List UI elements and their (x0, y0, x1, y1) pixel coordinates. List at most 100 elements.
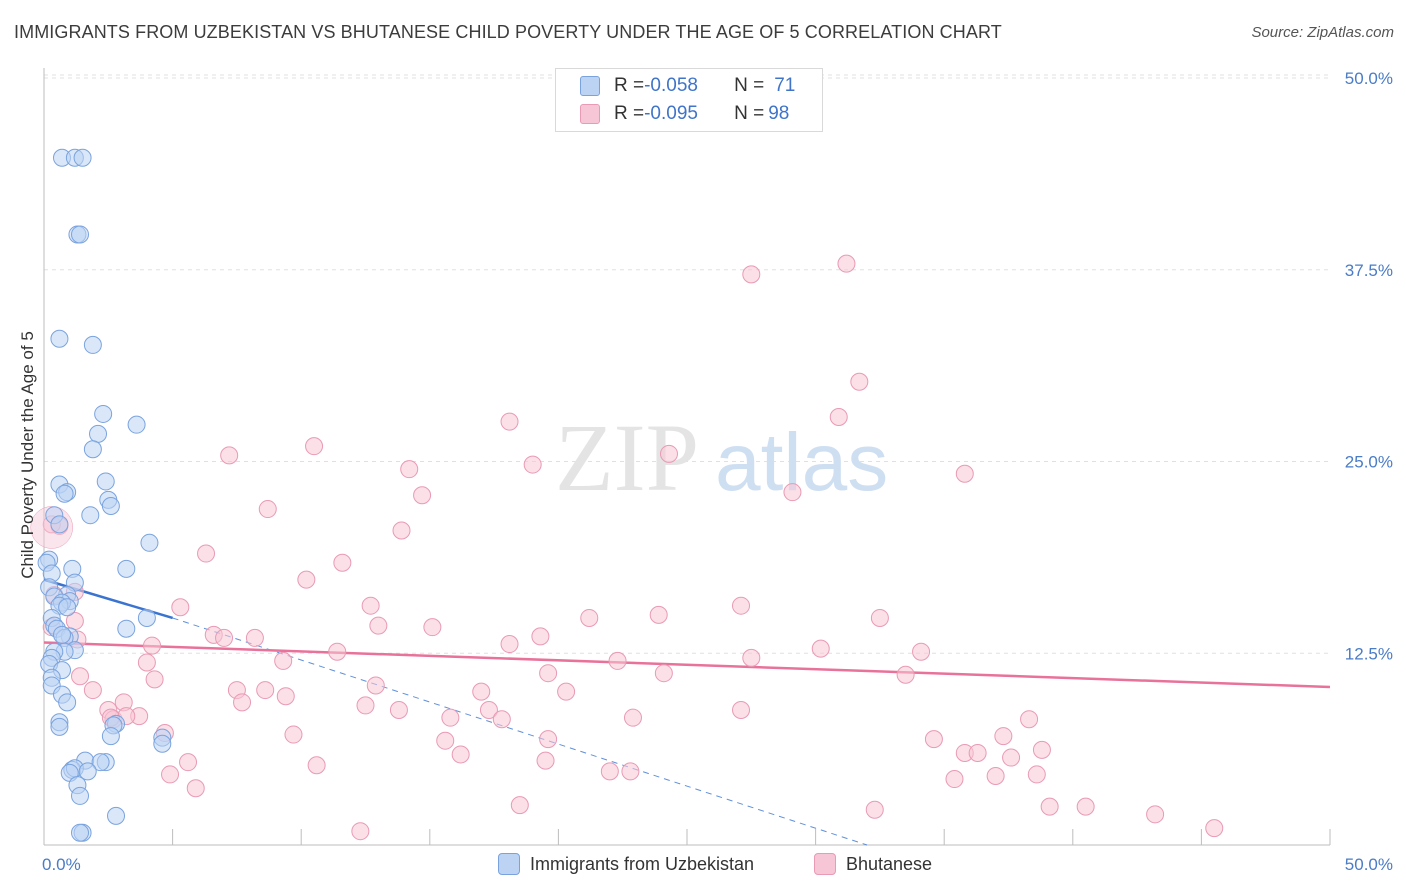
bhutanese-point (531, 627, 550, 646)
bhutanese-point (145, 670, 164, 689)
legend-swatch-blue (580, 76, 600, 96)
bhutanese-point (870, 608, 889, 627)
bhutanese-point (557, 682, 576, 701)
bhutanese-point (783, 483, 802, 502)
bhutanese-point (276, 687, 295, 706)
bhutanese-point (171, 598, 190, 617)
y-axis-label: Child Poverty Under the Age of 5 (18, 331, 37, 579)
y-tick-label: 37.5% (1345, 261, 1393, 280)
uzbekistan-point (117, 559, 136, 578)
bhutanese-point (71, 667, 90, 686)
trend-lines (43, 578, 1331, 846)
uzbekistan-point (58, 598, 77, 617)
uzbekistan-point (101, 496, 120, 515)
bhutanese-point (356, 696, 375, 715)
uzbekistan-point (50, 515, 69, 534)
legend: R = -0.058 N = 71 R = -0.095 N = 98 (555, 68, 823, 132)
uzbekistan-point (78, 762, 97, 781)
bhutanese-point (986, 766, 1005, 785)
uzbekistan-point (71, 786, 90, 805)
uzbekistan-point (50, 717, 69, 736)
bhutanese-point (1205, 819, 1224, 838)
uzbekistan-point (83, 440, 102, 459)
bhutanese-point (945, 770, 964, 789)
bhutanese-point (912, 642, 931, 661)
legend-row-bhutanese: R = -0.095 N = 98 (580, 102, 789, 126)
watermark: ZIP atlas (555, 404, 888, 511)
bhutanese-point (865, 800, 884, 819)
bhutanese-point (1032, 740, 1051, 759)
bhutanese-point (829, 408, 848, 427)
bhutanese-point (197, 544, 216, 563)
bhutanese-point (451, 745, 470, 764)
bhutanese-point (284, 725, 303, 744)
bhutanese-point (143, 636, 162, 655)
bhutanese-point (539, 730, 558, 749)
bhutanese-point (837, 254, 856, 273)
bhutanese-point (510, 796, 529, 815)
uzbekistan-point (53, 625, 72, 644)
bhutanese-point (623, 708, 642, 727)
bhutanese-point (968, 743, 987, 762)
bhutanese-point (233, 693, 252, 712)
bhutanese-point (742, 265, 761, 284)
bhutanese-point (896, 665, 915, 684)
bhutanese-point (83, 681, 102, 700)
bhutanese-point (479, 701, 498, 720)
bhutanese-point (328, 642, 347, 661)
watermark-zip: ZIP (555, 404, 699, 511)
legend-r-label: R = (614, 75, 645, 96)
bottom-legend-swatch-pink (814, 853, 836, 875)
y-tick-label: 25.0% (1345, 453, 1393, 472)
bhutanese-point (258, 500, 277, 519)
bhutanese-point (1040, 797, 1059, 816)
bhutanese-point (994, 727, 1013, 746)
bhutanese-point (654, 664, 673, 683)
legend-r-value: -0.058 (644, 75, 698, 96)
legend-r-label: R = (614, 103, 645, 124)
bhutanese-point (307, 756, 326, 775)
legend-row-uzbekistan: R = -0.058 N = 71 (580, 74, 795, 98)
bhutanese-point (389, 701, 408, 720)
bhutanese-point (742, 648, 761, 667)
grid-lines (44, 74, 1330, 654)
bhutanese-point (536, 751, 555, 770)
legend-n-value: 98 (768, 103, 790, 124)
legend-n-label: N = (734, 103, 765, 124)
bhutanese-point (186, 779, 205, 798)
bhutanese-trend-line (43, 641, 1331, 689)
bhutanese-point (472, 682, 491, 701)
uzbekistan-point (73, 148, 92, 167)
x-tick-label: 0.0% (42, 855, 81, 874)
watermark-atlas: atlas (715, 417, 888, 508)
uzbekistan-point (71, 823, 90, 842)
bhutanese-point (161, 765, 180, 784)
bhutanese-point (215, 628, 234, 647)
uzbekistan-point (71, 225, 90, 244)
uzbekistan-point (101, 727, 120, 746)
bottom-legend-swatch-blue (498, 853, 520, 875)
bhutanese-point (441, 708, 460, 727)
bhutanese-point (1002, 748, 1021, 767)
bhutanese-point (500, 635, 519, 654)
uzbekistan-point (140, 533, 159, 552)
uzbekistan-point (81, 506, 100, 525)
bhutanese-point (413, 486, 432, 505)
uzbekistan-points (37, 148, 172, 842)
bhutanese-point (245, 628, 264, 647)
legend-n-label: N = (734, 75, 765, 96)
bhutanese-point (220, 446, 239, 465)
bhutanese-point (608, 651, 627, 670)
x-tick-label: 50.0% (1345, 855, 1393, 874)
uzbekistan-point (91, 753, 110, 772)
bhutanese-point (955, 464, 974, 483)
y-tick-label: 12.5% (1345, 644, 1393, 663)
bottom-legend-uzbekistan: Immigrants from Uzbekistan (498, 852, 754, 876)
bhutanese-point (492, 710, 511, 729)
bhutanese-point (523, 455, 542, 474)
bhutanese-point (1076, 797, 1095, 816)
bhutanese-point (361, 596, 380, 615)
uzbekistan-point (117, 619, 136, 638)
uzbekistan-point (50, 329, 69, 348)
